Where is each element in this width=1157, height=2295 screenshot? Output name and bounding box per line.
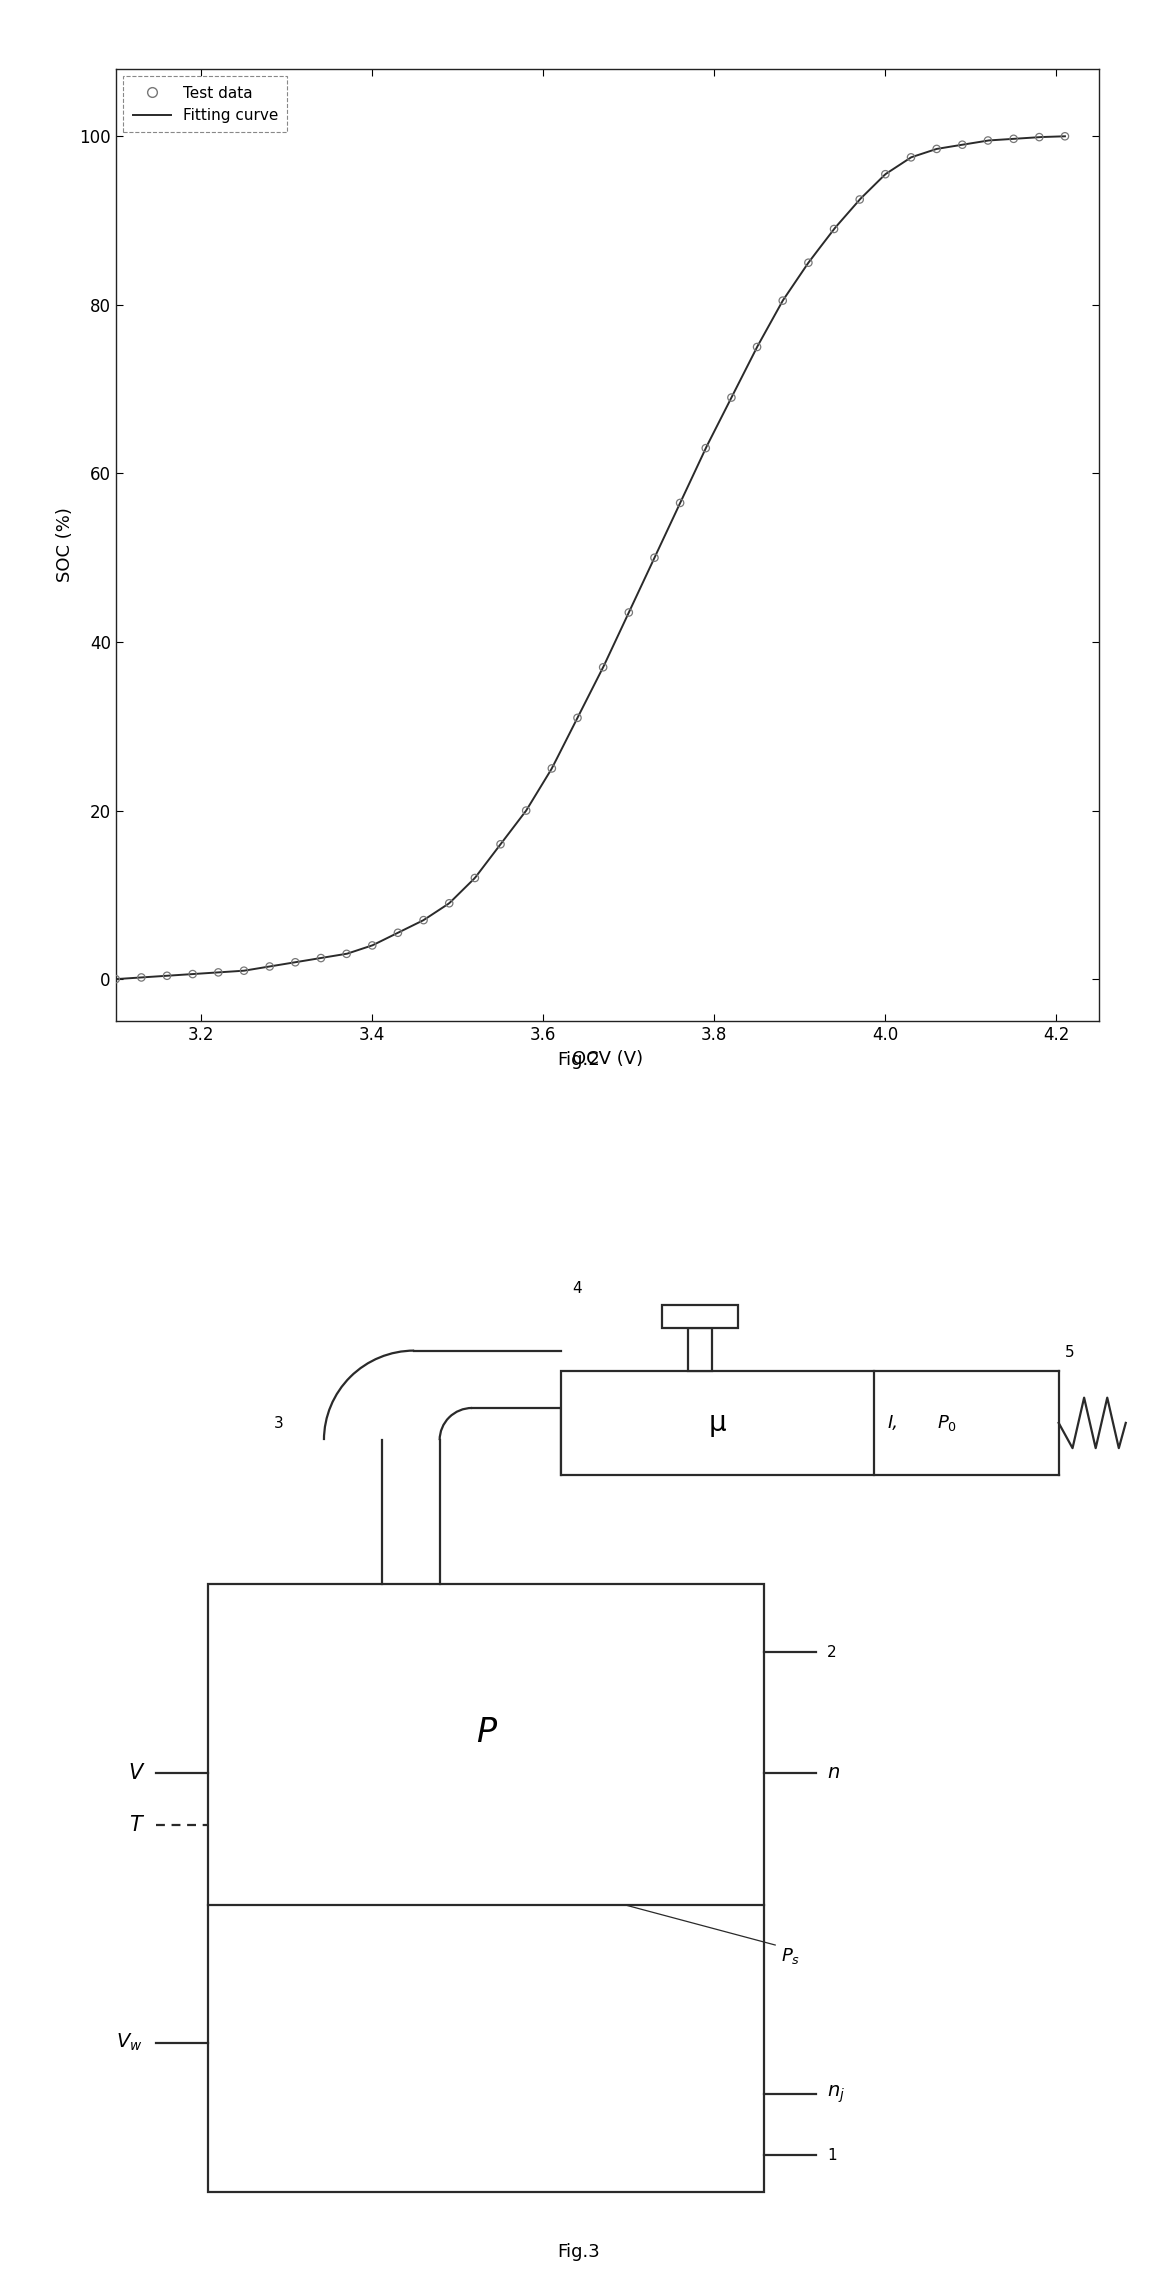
Text: 1: 1 (827, 2148, 837, 2162)
Text: Fig.3: Fig.3 (558, 2242, 599, 2261)
Text: 5: 5 (1064, 1345, 1074, 1359)
Point (543, 750, 561, 787)
Bar (688, 1327, 712, 1370)
X-axis label: OCV (V): OCV (V) (572, 1049, 643, 1067)
Point (1004, 119, 1023, 156)
Bar (561, 1372, 874, 1476)
Point (619, 594, 638, 631)
Point (414, 902, 433, 939)
Point (979, 122, 997, 158)
Point (953, 126, 972, 163)
Point (876, 156, 894, 193)
Point (389, 913, 407, 950)
Point (106, 962, 125, 998)
Point (671, 484, 690, 521)
Text: n: n (827, 1763, 840, 1783)
Point (286, 943, 304, 980)
Point (568, 700, 587, 737)
Bar (208, 1584, 764, 2192)
Point (440, 886, 458, 923)
Point (928, 131, 946, 168)
Text: T: T (130, 1815, 142, 1834)
Point (311, 939, 330, 975)
Y-axis label: SOC (%): SOC (%) (56, 507, 74, 583)
Point (901, 140, 920, 177)
Text: Fig.2: Fig.2 (558, 1051, 599, 1069)
Point (747, 328, 766, 365)
Point (774, 282, 793, 319)
Text: V: V (128, 1763, 142, 1783)
Text: μ: μ (708, 1409, 727, 1437)
Point (338, 936, 356, 973)
Point (1055, 117, 1074, 154)
Text: $P_0$: $P_0$ (937, 1414, 957, 1432)
Point (492, 826, 510, 863)
Point (184, 955, 202, 991)
Text: 3: 3 (274, 1416, 283, 1432)
Point (799, 243, 818, 280)
Point (465, 861, 484, 897)
Point (209, 955, 228, 991)
Text: 2: 2 (827, 1646, 837, 1659)
Point (517, 792, 536, 828)
Text: $V_w$: $V_w$ (116, 2031, 142, 2054)
Text: $n_j$: $n_j$ (827, 2084, 846, 2105)
Point (825, 211, 843, 248)
Point (722, 379, 740, 415)
Bar (662, 1304, 738, 1327)
Point (363, 927, 382, 964)
Text: 4: 4 (573, 1281, 582, 1294)
Text: P: P (476, 1717, 496, 1749)
Point (1030, 119, 1048, 156)
Point (235, 952, 253, 989)
Point (850, 181, 869, 218)
Text: $P_s$: $P_s$ (781, 1946, 801, 1967)
Legend: Test data, Fitting curve: Test data, Fitting curve (124, 76, 287, 133)
Point (157, 957, 176, 994)
Point (646, 539, 664, 576)
Point (132, 959, 150, 996)
Point (260, 948, 279, 985)
Point (594, 649, 612, 686)
Point (697, 429, 715, 466)
Text: I,: I, (887, 1414, 899, 1432)
